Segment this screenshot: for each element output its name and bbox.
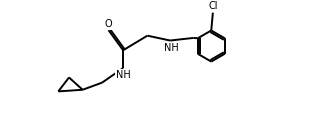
Text: O: O (104, 19, 112, 29)
Text: NH: NH (164, 43, 179, 53)
Text: NH: NH (116, 70, 131, 80)
Text: Cl: Cl (208, 1, 218, 11)
